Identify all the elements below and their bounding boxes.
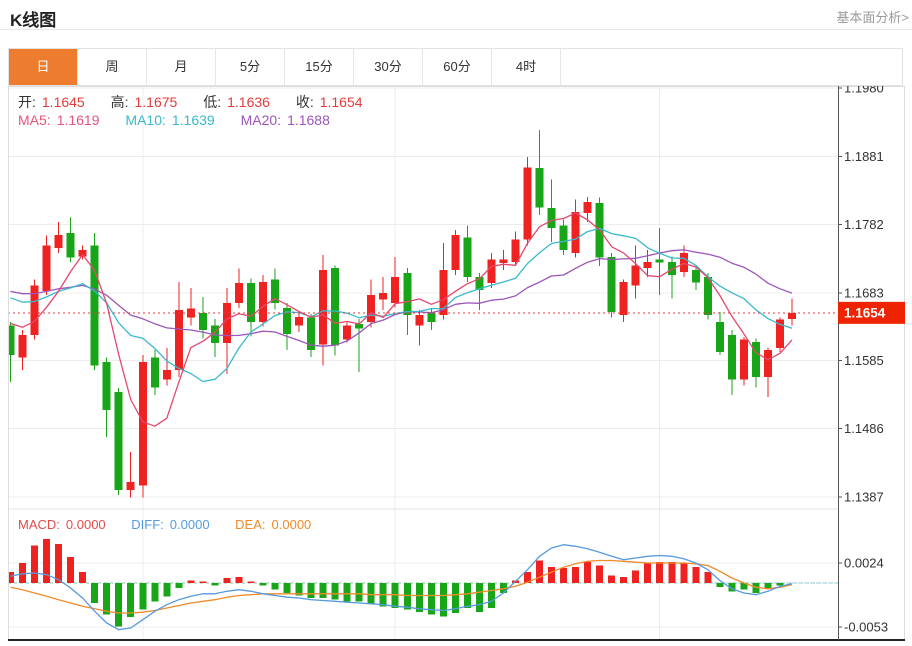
svg-text:0.0024: 0.0024 — [844, 556, 884, 571]
tab-day[interactable]: 日 — [9, 49, 78, 85]
svg-text:1.1654: 1.1654 — [844, 305, 886, 320]
last-price-badge: 1.1654 — [838, 301, 905, 324]
svg-text:1.1881: 1.1881 — [844, 149, 884, 164]
ma-lines — [10, 212, 793, 427]
tab-week[interactable]: 周 — [78, 49, 147, 85]
svg-text:1.1486: 1.1486 — [844, 421, 884, 436]
tab-5min[interactable]: 5分 — [216, 49, 285, 85]
macd-lines — [10, 544, 793, 631]
svg-text:1.1683: 1.1683 — [844, 285, 884, 300]
price-axis-labels: 1.1980 1.1881 1.1782 1.1683 1.1585 1.1486 1.13… — [838, 86, 884, 505]
tab-30min[interactable]: 30分 — [354, 49, 423, 85]
fundamental-analysis-link[interactable]: 基本面分析> — [836, 10, 909, 25]
tab-4hour[interactable]: 4时 — [492, 49, 561, 85]
svg-text:1.1980: 1.1980 — [844, 86, 884, 96]
svg-text:1.1782: 1.1782 — [844, 217, 884, 232]
macd-histogram — [8, 538, 784, 627]
tab-month[interactable]: 月 — [147, 49, 216, 85]
svg-text:-0.0053: -0.0053 — [844, 620, 888, 635]
kline-chart[interactable]: 1.1980 1.1881 1.1782 1.1683 1.1585 1.1486 1.13… — [8, 86, 905, 646]
tab-60min[interactable]: 60分 — [423, 49, 492, 85]
frame-layer — [8, 86, 905, 641]
period-tabs: 日周月 5分 15分 30分 60分 4时 — [8, 48, 903, 86]
svg-text:1.1387: 1.1387 — [844, 490, 884, 505]
macd-axis-labels: 0.0024 -0.0053 — [838, 556, 888, 635]
title-divider — [0, 29, 912, 30]
svg-text:1.1585: 1.1585 — [844, 353, 884, 368]
tab-15min[interactable]: 15分 — [285, 49, 354, 85]
page-title: K线图 — [10, 11, 57, 30]
candles-layer — [8, 130, 796, 498]
